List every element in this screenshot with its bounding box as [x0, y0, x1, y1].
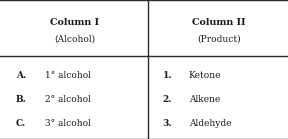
Text: Aldehyde: Aldehyde [189, 119, 231, 127]
Text: B.: B. [16, 95, 27, 104]
Text: 2.: 2. [163, 95, 172, 104]
Text: 3° alcohol: 3° alcohol [45, 119, 90, 127]
Text: (Product): (Product) [197, 34, 241, 43]
Text: C.: C. [16, 119, 26, 127]
Text: Alkene: Alkene [189, 95, 220, 104]
Text: Column I: Column I [50, 18, 99, 27]
Text: Ketone: Ketone [189, 71, 221, 80]
Text: 2° alcohol: 2° alcohol [45, 95, 90, 104]
Text: Column II: Column II [192, 18, 246, 27]
Text: A.: A. [16, 71, 26, 80]
Text: 1.: 1. [163, 71, 172, 80]
Text: 3.: 3. [163, 119, 172, 127]
Text: (Alcohol): (Alcohol) [54, 34, 95, 43]
Text: 1° alcohol: 1° alcohol [45, 71, 91, 80]
